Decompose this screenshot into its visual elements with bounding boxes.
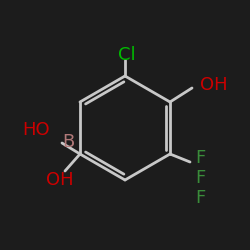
Text: B: B [62, 133, 74, 151]
Text: F: F [195, 169, 205, 187]
Text: HO: HO [22, 121, 50, 139]
Text: Cl: Cl [118, 46, 136, 64]
Text: OH: OH [200, 76, 228, 94]
Text: F: F [195, 189, 205, 207]
Text: OH: OH [46, 171, 74, 189]
Text: F: F [195, 149, 205, 167]
